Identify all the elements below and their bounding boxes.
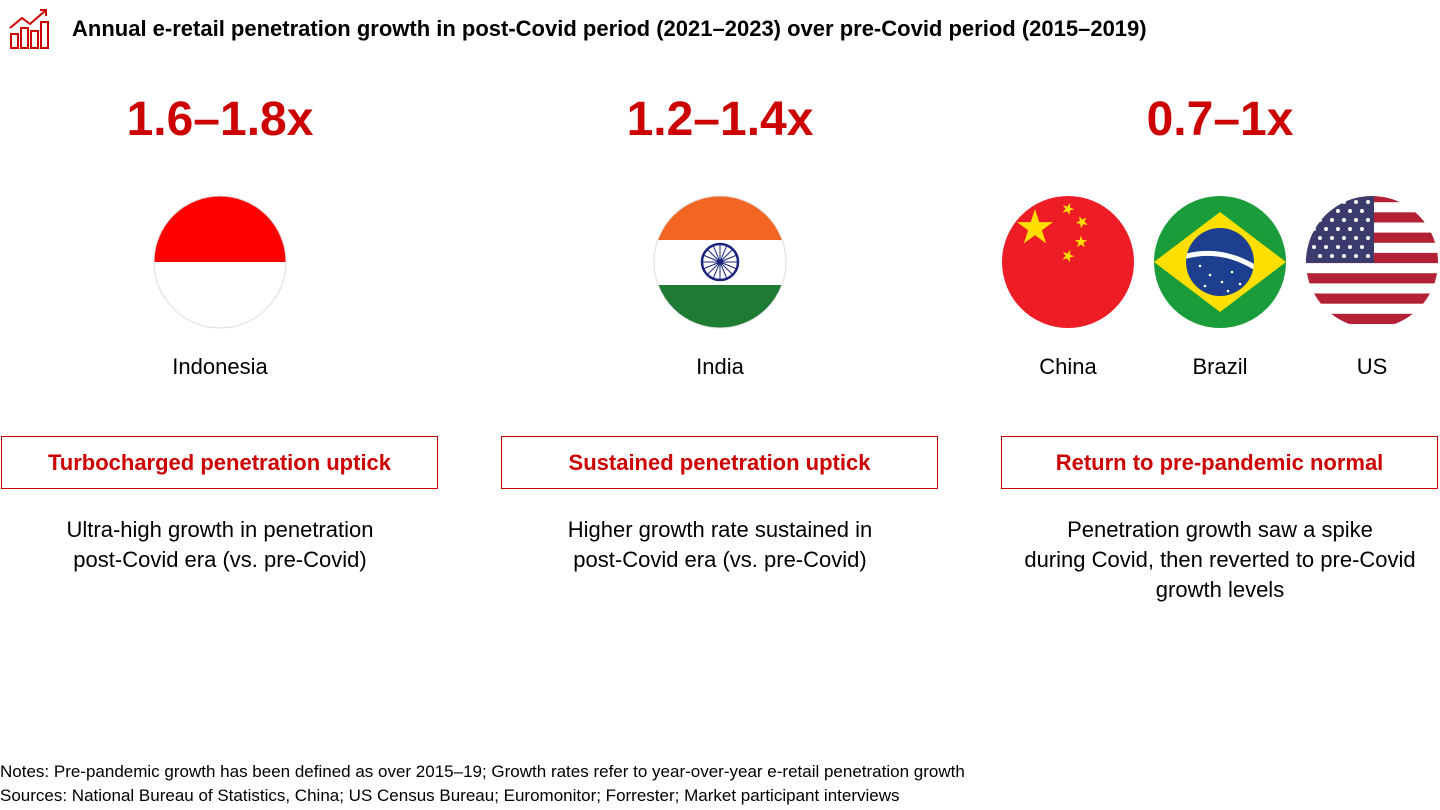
flag-india [654,196,786,328]
flag-outline [153,195,287,329]
description: Penetration growth saw a spike during Co… [1000,515,1440,605]
description-line: during Covid, then reverted to pre-Covid [1024,547,1416,572]
category-tag: Sustained penetration uptick [501,436,938,489]
country-name: Indonesia [172,354,268,379]
category-tag: Turbocharged penetration uptick [1,436,438,489]
notes: Notes: Pre-pandemic growth has been defi… [0,762,965,781]
flag-brazil [1154,196,1286,328]
flag-us [1306,196,1438,328]
description-line: Penetration growth saw a spike [1067,517,1373,542]
description-line: Higher growth rate sustained in [567,517,873,542]
growth-range: 1.2–1.4x [626,93,814,146]
sources: Sources: National Bureau of Statistics, … [0,786,900,805]
description: Ultra-high growth in penetration post-Co… [0,515,440,575]
growth-range: 1.6–1.8x [126,93,314,146]
description-line: Ultra-high growth in penetration [66,517,374,542]
growth-range: 0.7–1x [1146,93,1294,146]
flag-china [1002,196,1134,328]
country-name: US [1356,354,1388,379]
description-line: growth levels [1155,577,1285,602]
description: Higher growth rate sustained in post-Cov… [500,515,940,575]
flag-outline [653,195,787,329]
flag-indonesia [154,196,286,328]
country-name: China [1039,354,1097,379]
country-name: India [696,354,744,379]
title: Annual e-retail penetration growth in po… [72,16,1147,41]
description-line: post-Covid era (vs. pre-Covid) [573,547,867,572]
description-line: post-Covid era (vs. pre-Covid) [73,547,367,572]
country-name: Brazil [1192,354,1248,379]
title-icon [9,9,49,49]
category-tag: Return to pre-pandemic normal [1001,436,1438,489]
